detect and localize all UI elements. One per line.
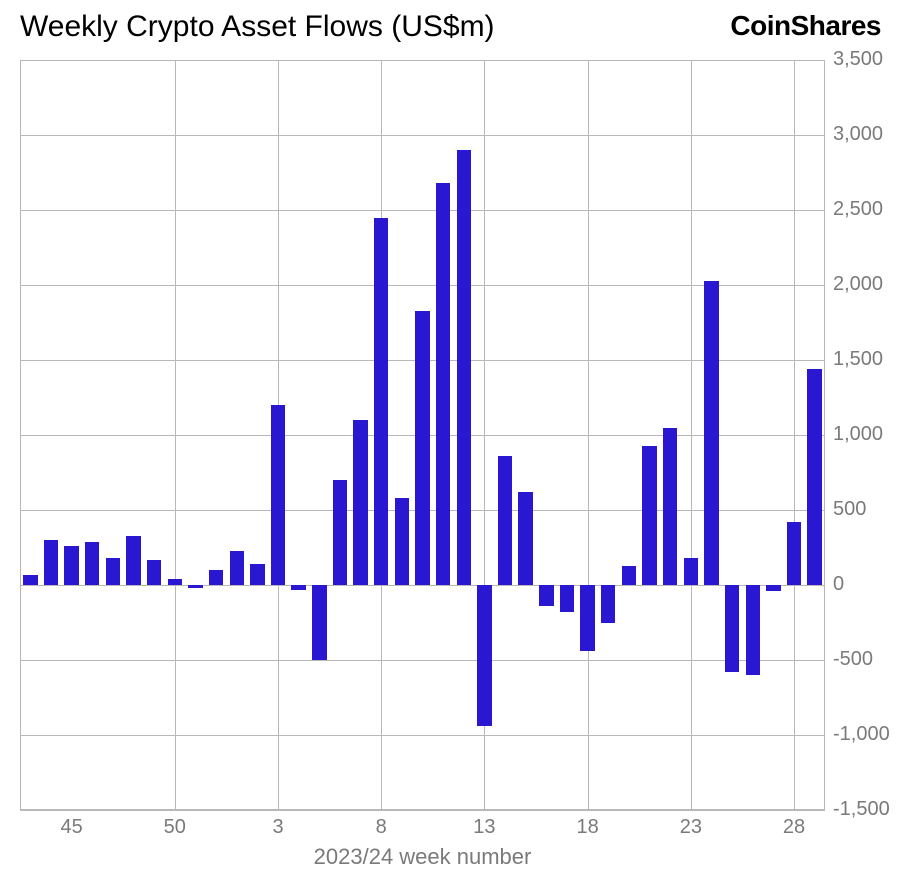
x-tick-label: 28 bbox=[783, 816, 805, 839]
bar bbox=[560, 585, 574, 612]
x-tick-label: 50 bbox=[164, 816, 186, 839]
x-axis-label: 2023/24 week number bbox=[314, 844, 532, 870]
grid-line-v bbox=[588, 60, 589, 810]
y-tick-label: 2,000 bbox=[833, 273, 883, 296]
bar bbox=[807, 369, 821, 585]
bar bbox=[663, 428, 677, 586]
x-tick-label: 18 bbox=[577, 816, 599, 839]
y-tick-label: 2,500 bbox=[833, 198, 883, 221]
y-tick-label: 500 bbox=[833, 498, 866, 521]
x-tick-label: 45 bbox=[60, 816, 82, 839]
bar bbox=[477, 585, 491, 726]
bar bbox=[374, 218, 388, 586]
x-tick-label: 8 bbox=[376, 816, 387, 839]
grid-line-h bbox=[20, 660, 825, 661]
plot-border bbox=[824, 60, 825, 810]
bar bbox=[147, 560, 161, 586]
y-tick-label: 1,000 bbox=[833, 423, 883, 446]
bar bbox=[395, 498, 409, 585]
y-tick-label: 3,000 bbox=[833, 123, 883, 146]
grid-line-h bbox=[20, 135, 825, 136]
bar bbox=[518, 492, 532, 585]
y-tick-label: -1,500 bbox=[833, 798, 890, 821]
bar bbox=[44, 540, 58, 585]
bar bbox=[85, 542, 99, 586]
bar bbox=[601, 585, 615, 623]
bar bbox=[353, 420, 367, 585]
bar bbox=[23, 575, 37, 586]
grid-line-v bbox=[175, 60, 176, 810]
bar bbox=[436, 183, 450, 585]
bar bbox=[250, 564, 264, 585]
plot-area bbox=[20, 60, 825, 810]
bar bbox=[580, 585, 594, 651]
y-tick-label: -500 bbox=[833, 648, 873, 671]
bar bbox=[766, 585, 780, 591]
y-tick-label: 0 bbox=[833, 573, 844, 596]
bar bbox=[312, 585, 326, 660]
grid-line-v bbox=[691, 60, 692, 810]
bar bbox=[126, 536, 140, 586]
bar bbox=[64, 546, 78, 585]
bar bbox=[684, 558, 698, 585]
x-tick-label: 23 bbox=[680, 816, 702, 839]
bar bbox=[230, 551, 244, 586]
bar bbox=[188, 585, 202, 588]
bar bbox=[787, 522, 801, 585]
plot-border bbox=[20, 60, 21, 810]
y-tick-label: 3,500 bbox=[833, 48, 883, 71]
bar bbox=[746, 585, 760, 675]
grid-line-h bbox=[20, 735, 825, 736]
bar bbox=[725, 585, 739, 672]
bar bbox=[415, 311, 429, 586]
bar bbox=[704, 281, 718, 586]
bar bbox=[168, 579, 182, 585]
bar bbox=[457, 150, 471, 585]
zero-line bbox=[20, 585, 825, 586]
y-tick-label: 1,500 bbox=[833, 348, 883, 371]
chart-title: Weekly Crypto Asset Flows (US$m) bbox=[20, 10, 495, 44]
plot-border bbox=[20, 809, 825, 810]
bar bbox=[271, 405, 285, 585]
bar bbox=[498, 456, 512, 585]
brand-logo: CoinShares bbox=[730, 10, 881, 42]
bar bbox=[106, 558, 120, 585]
x-tick-label: 13 bbox=[473, 816, 495, 839]
bar bbox=[333, 480, 347, 585]
y-tick-label: -1,000 bbox=[833, 723, 890, 746]
bar bbox=[642, 446, 656, 586]
grid-line-h bbox=[20, 810, 825, 811]
grid-line-v bbox=[794, 60, 795, 810]
bar bbox=[209, 570, 223, 585]
plot-border bbox=[20, 60, 825, 61]
chart-container: Weekly Crypto Asset Flows (US$m) CoinSha… bbox=[0, 0, 906, 878]
grid-line-h bbox=[20, 210, 825, 211]
bar bbox=[539, 585, 553, 606]
bar bbox=[622, 566, 636, 586]
x-tick-label: 3 bbox=[272, 816, 283, 839]
bar bbox=[291, 585, 305, 590]
